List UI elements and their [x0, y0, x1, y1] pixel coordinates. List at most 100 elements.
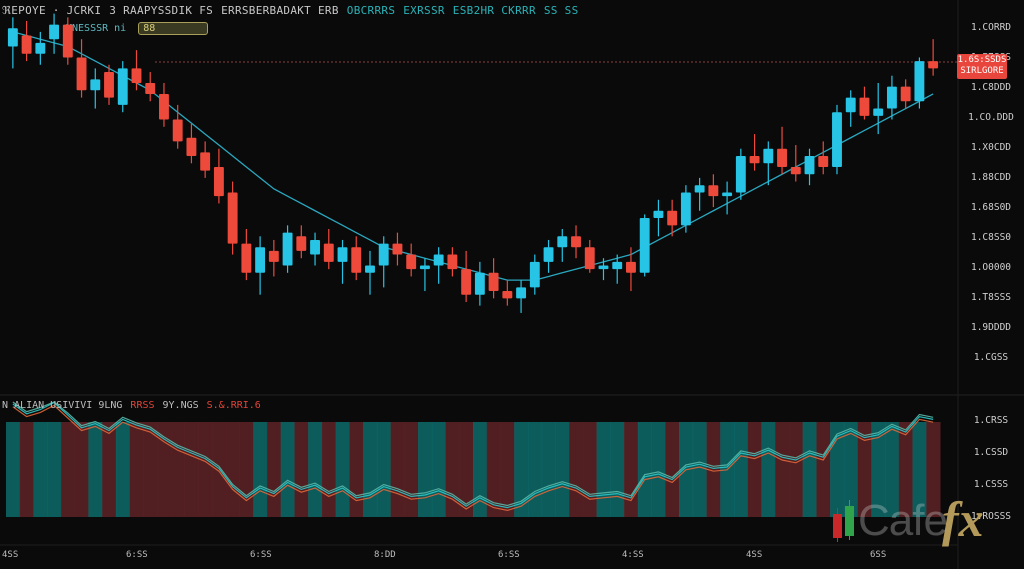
- indicator-bar: [88, 422, 102, 517]
- time-axis-label: 6SS: [870, 550, 886, 560]
- price-axis-label: 1.X0CDD: [958, 142, 1024, 153]
- candle: [173, 105, 183, 149]
- indicator-bar: [267, 422, 281, 517]
- time-axis-label: 4:SS: [622, 550, 644, 560]
- candle: [49, 14, 59, 54]
- candle: [818, 141, 828, 174]
- candle: [571, 225, 581, 258]
- indicator-bar: [253, 422, 267, 517]
- candle: [653, 200, 663, 237]
- indicator-bar: [775, 422, 789, 517]
- indicator-bar: [294, 422, 308, 517]
- indicator-bar: [638, 422, 652, 517]
- indicator-bar: [198, 422, 212, 517]
- candle: [145, 72, 155, 101]
- indicator-bar: [336, 422, 350, 517]
- candle: [228, 182, 238, 255]
- candle: [557, 229, 567, 262]
- candle: [873, 83, 883, 134]
- time-axis-label: 8:DD: [374, 550, 396, 560]
- candle: [626, 247, 636, 291]
- time-axis-label: 4SS: [746, 550, 762, 560]
- candle: [763, 141, 773, 185]
- logo-suffix: fx: [942, 490, 984, 548]
- indicator-bar: [6, 422, 20, 517]
- indicator-bar: [665, 422, 679, 517]
- indicator-bar: [281, 422, 295, 517]
- candle: [722, 182, 732, 215]
- indicator-bar: [391, 422, 405, 517]
- indicator-bar: [33, 422, 47, 517]
- price-axis-label: 1.C8SS0: [958, 232, 1024, 243]
- candle: [283, 225, 293, 272]
- indicator-bar: [624, 422, 638, 517]
- candle: [118, 61, 128, 112]
- indicator-bar: [363, 422, 377, 517]
- candle: [502, 280, 512, 306]
- indicator-bar: [102, 422, 116, 517]
- cafefx-logo: Cafe fx: [830, 498, 1020, 548]
- indicator-bar: [61, 422, 75, 517]
- indicator-axis-label: 1.CSSS: [958, 479, 1024, 490]
- candle: [63, 17, 73, 64]
- current-price-tag: 1.6S:SSDS SIRLGORE: [957, 54, 1007, 79]
- indicator-bar: [226, 422, 240, 517]
- indicator-bar: [308, 422, 322, 517]
- logo-word: Cafe: [858, 496, 947, 546]
- price-axis-label: 1.O0000: [958, 262, 1024, 273]
- candle: [269, 240, 279, 277]
- candle: [475, 262, 485, 306]
- indicator-axis-label: 1.CRSS: [958, 415, 1024, 426]
- candle: [338, 240, 348, 284]
- price-tag-line-2: SIRLGORE: [957, 66, 1007, 77]
- indicator-bar: [377, 422, 391, 517]
- indicator-bar: [816, 422, 830, 517]
- candle: [901, 79, 911, 108]
- candle: [681, 185, 691, 232]
- candle: [77, 39, 87, 97]
- candle: [393, 233, 403, 266]
- candle: [159, 83, 169, 127]
- indicator-bar: [171, 422, 185, 517]
- candle: [406, 244, 416, 277]
- price-axis-label: 1.68S0D: [958, 202, 1024, 213]
- indicator-bar: [500, 422, 514, 517]
- indicator-legend-item: 9Y.NGS: [163, 400, 199, 411]
- indicator-bar: [748, 422, 762, 517]
- candle: [708, 174, 718, 207]
- indicator-bar: [789, 422, 803, 517]
- indicator-bar: [610, 422, 624, 517]
- candle: [530, 255, 540, 295]
- price-axis-label: 1.CGSS: [958, 352, 1024, 363]
- indicator-bar: [555, 422, 569, 517]
- candle: [200, 141, 210, 178]
- indicator-bar: [47, 422, 61, 517]
- indicator-legend-item: S.&.RRI.6: [207, 400, 261, 411]
- indicator-bar: [597, 422, 611, 517]
- price-axis-label: 1.CO.DDD: [958, 112, 1024, 123]
- candle: [695, 178, 705, 211]
- candle: [736, 149, 746, 200]
- candle: [90, 68, 100, 108]
- indicator-bar: [528, 422, 542, 517]
- time-axis-label: 4SS: [2, 550, 18, 560]
- indicator-bar: [693, 422, 707, 517]
- candle: [447, 247, 457, 276]
- candlestick-chart[interactable]: [0, 0, 1024, 569]
- indicator-legend-item: RRSS: [130, 400, 154, 411]
- indicator-bar: [130, 422, 144, 517]
- candle: [22, 21, 32, 61]
- price-axis-label: 1.88CDD: [958, 172, 1024, 183]
- candle: [186, 123, 196, 163]
- candle: [928, 39, 938, 75]
- candle: [296, 225, 306, 258]
- price-tag-line-1: 1.6S:SSDS: [957, 55, 1007, 66]
- indicator-bar: [583, 422, 597, 517]
- indicator-axis-label: 1.CSSD: [958, 447, 1024, 458]
- candle: [640, 214, 650, 276]
- time-axis-label: 6:SS: [126, 550, 148, 560]
- candle: [585, 240, 595, 273]
- candle: [365, 251, 375, 295]
- candle: [461, 251, 471, 302]
- logo-candle-red-icon: [833, 514, 842, 538]
